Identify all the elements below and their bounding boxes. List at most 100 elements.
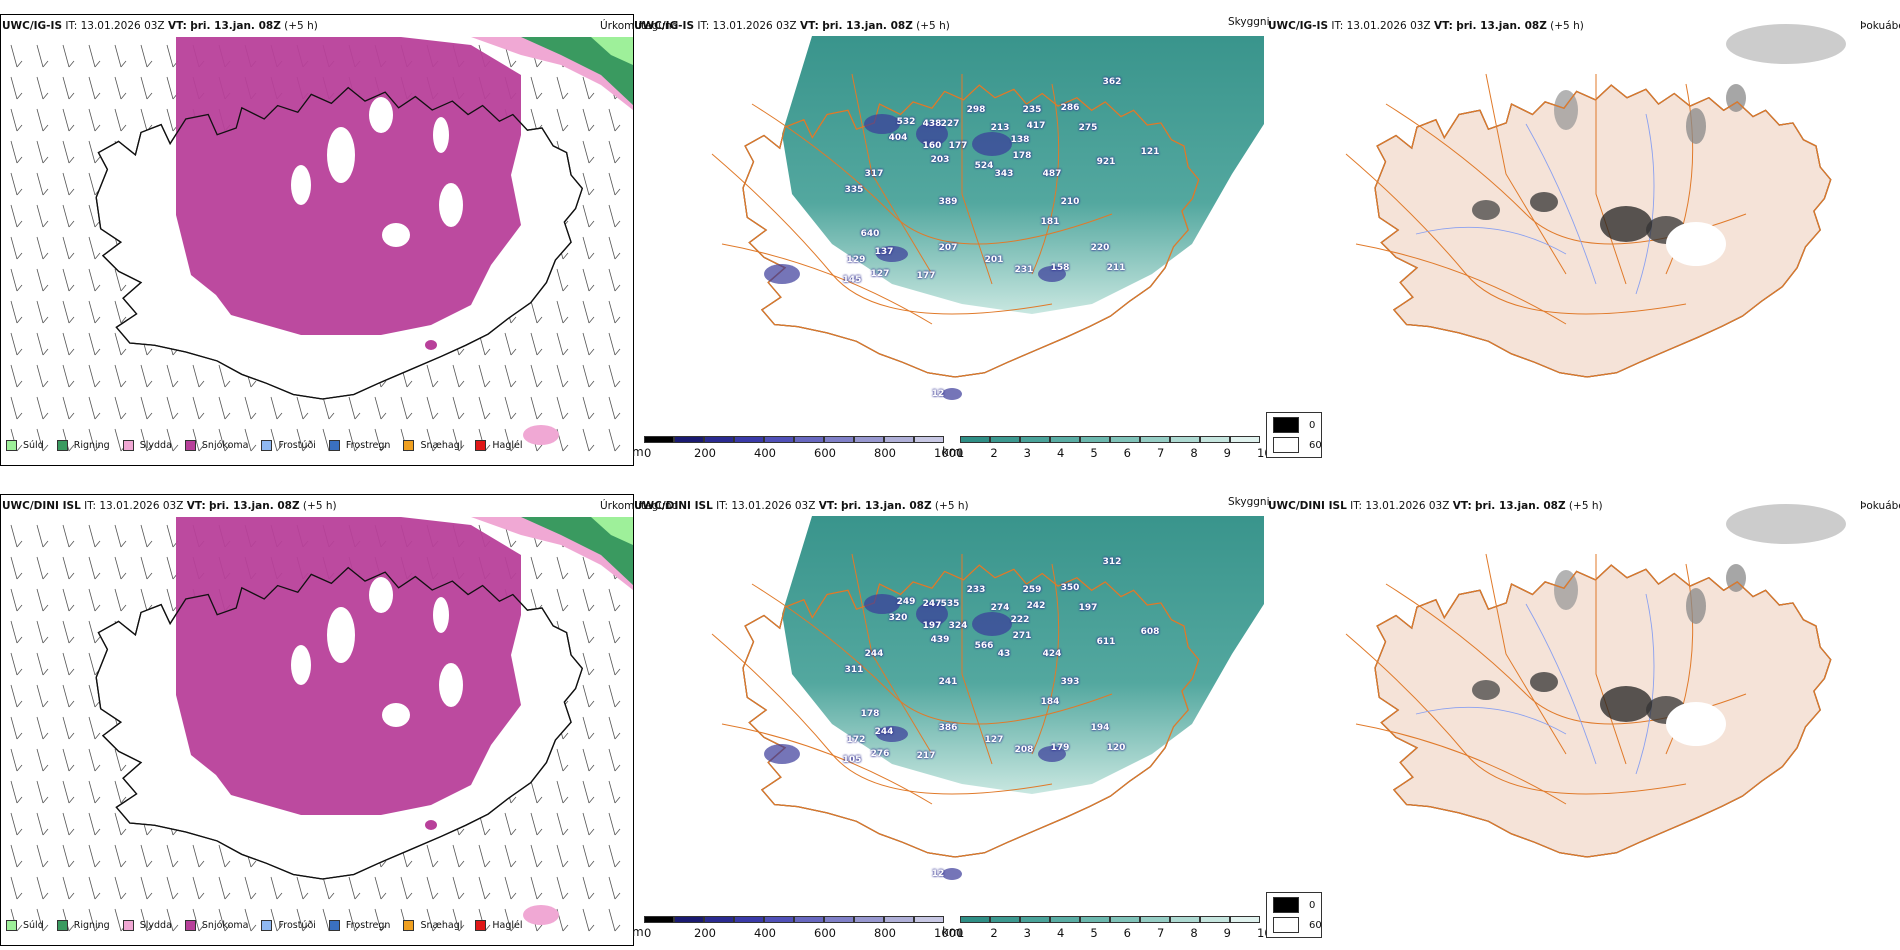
- legend-swatch: [261, 920, 273, 931]
- model-name: UWC/IG-IS: [2, 20, 63, 32]
- cloud-base-label: 158: [1050, 263, 1070, 273]
- valid-time: þri. 13.jan. 08Z: [209, 500, 300, 512]
- colorbar-tick: 4: [1057, 926, 1065, 940]
- cloud-base-label: 335: [844, 185, 864, 195]
- precip-type-legend: Súld Rigning Slydda Snjókoma Frostúði Frostre…: [6, 440, 536, 451]
- model-name: UWC/DINI ISL: [634, 500, 713, 512]
- valid-time-label: VT:: [1433, 20, 1453, 32]
- legend-label: Rigning: [73, 440, 110, 451]
- cloud-base-label: 127: [870, 269, 890, 279]
- valid-time-label: VT:: [167, 20, 187, 32]
- legend-swatch: [261, 440, 273, 451]
- colorbar-segment: [884, 916, 914, 923]
- colorbar-segment: [1230, 916, 1260, 923]
- cloud-base-label: 177: [916, 271, 936, 281]
- cloud-base-label: 274: [990, 603, 1010, 613]
- colorbar-segment: [1140, 436, 1170, 443]
- colorbar-tick: 800: [874, 926, 896, 940]
- cloud-base-label: 197: [922, 621, 942, 631]
- model-name: UWC/IG-IS: [634, 20, 695, 32]
- legend-item: Rigning: [56, 440, 110, 451]
- colorbar-tick: 3: [1023, 446, 1031, 460]
- cloud-base-label: 129: [846, 255, 866, 265]
- colorbar-tick: 8: [1190, 926, 1198, 940]
- cloud-base-label: 178: [1012, 151, 1032, 161]
- legend-item: Snæhagl: [403, 920, 462, 931]
- legend-item: Slydda: [122, 440, 172, 451]
- legend-swatch: [475, 440, 487, 451]
- legend-label: Rigning: [73, 920, 110, 931]
- colorbar-tick: 3: [1023, 926, 1031, 940]
- lead-time: (+5 h): [934, 500, 969, 512]
- cloud-base-label: 487: [1042, 169, 1062, 179]
- panel-header: UWC/DINI ISL IT: 13.01.2026 03Z VT: þri.…: [1268, 500, 1603, 513]
- valid-time-label: VT:: [818, 500, 838, 512]
- colorbar-segment: [1050, 916, 1080, 923]
- colorbar-segment: [990, 436, 1020, 443]
- cloud-base-label: 611: [1096, 637, 1116, 647]
- colorbar-unit: km: [942, 925, 961, 939]
- cloud-base-label: 393: [1060, 677, 1080, 687]
- legend-label: Snæhagl: [420, 920, 463, 931]
- colorbar-tick: 6: [1123, 926, 1131, 940]
- legend-swatch: [184, 440, 196, 451]
- model-name: UWC/DINI ISL: [1268, 500, 1347, 512]
- fog-legend-swatch: [1273, 897, 1299, 913]
- legend-swatch: [122, 920, 134, 931]
- colorbar-segment: [1110, 916, 1140, 923]
- colorbar-segment: [960, 436, 990, 443]
- init-time: 13.01.2026 03Z: [712, 20, 797, 32]
- colorbar-unit: m: [632, 925, 644, 939]
- cloud-base-label: 211: [1106, 263, 1126, 273]
- cloud-base-label: 524: [974, 161, 994, 171]
- colorbar-tick: 8: [1190, 446, 1198, 460]
- cloud-base-label: 244: [874, 727, 894, 737]
- precip-map: [10, 37, 633, 452]
- legend-swatch: [56, 920, 68, 931]
- fog-legend-label: 0: [1309, 899, 1316, 911]
- valid-time: þri. 13.jan. 08Z: [1456, 20, 1547, 32]
- legend-label: Haglél: [492, 440, 523, 451]
- cloud-base-label: 208: [1014, 745, 1034, 755]
- visibility-map: [711, 36, 1264, 400]
- legend-item: Súld: [6, 920, 44, 931]
- lead-time: (+5 h): [1550, 20, 1584, 32]
- cloud-base-label: 210: [1060, 197, 1080, 207]
- legend-item: Frostúði: [261, 920, 316, 931]
- valid-time: þri. 13.jan. 08Z: [841, 500, 932, 512]
- colorbar-tick: 1000: [934, 446, 964, 460]
- init-time: 13.01.2026 03Z: [1346, 20, 1431, 32]
- colorbar-unit: m: [632, 445, 644, 459]
- panel-title: Úrkomutegund: [600, 500, 679, 512]
- init-time: 13.01.2026 03Z: [99, 500, 184, 512]
- fog-legend-row: 60: [1273, 917, 1322, 933]
- valid-time: þri. 13.jan. 08Z: [190, 20, 281, 32]
- panel-header: UWC/IG-IS IT: 13.01.2026 03Z VT: þri. 13…: [1268, 20, 1584, 33]
- init-time: 13.01.2026 03Z: [80, 20, 165, 32]
- cloud-base-label: 566: [974, 641, 994, 651]
- cloud-base-label: 608: [1140, 627, 1160, 637]
- cloud-base-label: 207: [938, 243, 958, 253]
- colorbar-segment: [734, 916, 764, 923]
- colorbar-tick: 1000: [934, 926, 964, 940]
- fog-legend-swatch: [1273, 917, 1299, 933]
- colorbar-segment: [824, 916, 854, 923]
- legend-swatch: [184, 920, 196, 931]
- cloud-base-label: 231: [1014, 265, 1034, 275]
- legend-label: Frostregn: [345, 920, 391, 931]
- colorbar-tick: 0: [644, 446, 652, 460]
- colorbar-segment: [1140, 916, 1170, 923]
- colorbar-segment: [854, 916, 884, 923]
- fog-legend-label: 60: [1309, 919, 1322, 931]
- cloud-base-label: 312: [1102, 557, 1122, 567]
- colorbar-segment: [960, 916, 990, 923]
- panel-title: Þokuábendi: [1860, 500, 1900, 512]
- cloud-base-label: 220: [1090, 243, 1110, 253]
- colorbar-tick: 5: [1090, 926, 1098, 940]
- valid-time-label: VT:: [1452, 500, 1472, 512]
- colorbar-tick: 7: [1157, 926, 1165, 940]
- model-name: UWC/DINI ISL: [2, 500, 81, 512]
- cloud-base-label: 12: [931, 389, 945, 399]
- cloud-base-label: 404: [888, 133, 908, 143]
- legend-swatch: [6, 920, 17, 931]
